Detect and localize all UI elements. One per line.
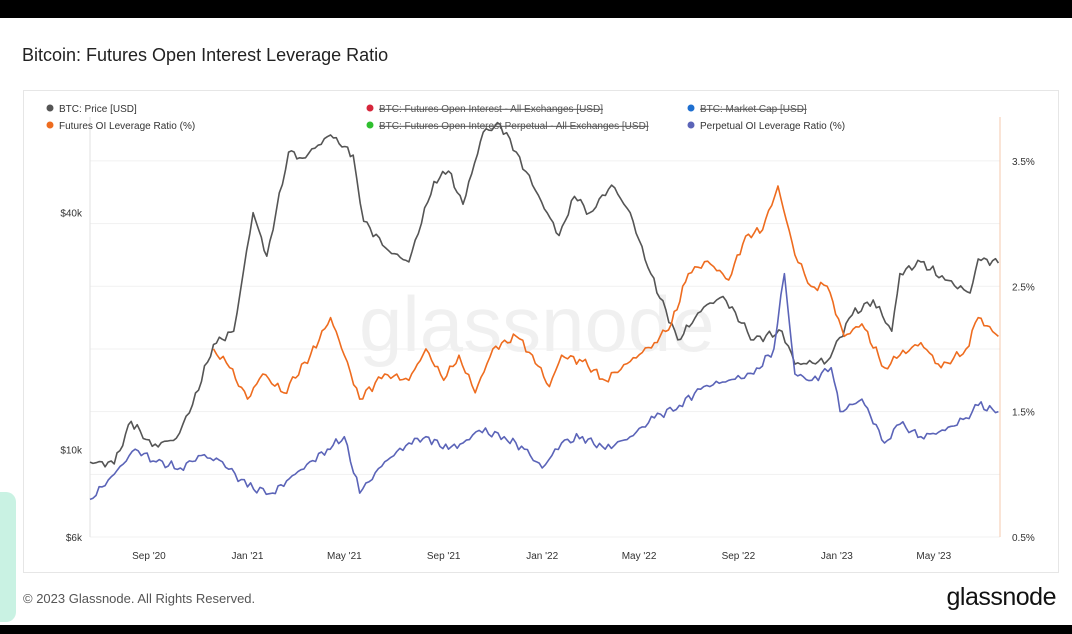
x-tick-label: May '22 bbox=[622, 551, 657, 562]
x-tick-label: Sep '20 bbox=[132, 551, 166, 562]
x-tick-label: Sep '21 bbox=[427, 551, 461, 562]
x-tick-label: Sep '22 bbox=[722, 551, 756, 562]
chart: glassnode 0.5% 1.5% 2.5% 3.5% $6k $10k $40k Sep… bbox=[46, 104, 1035, 562]
bottom-bar bbox=[0, 625, 1072, 634]
series-line bbox=[212, 185, 999, 400]
x-tick-label: Jan '21 bbox=[231, 551, 263, 562]
copyright-footer: © 2023 Glassnode. All Rights Reserved. bbox=[23, 591, 256, 606]
y-right-tick-label: 3.5% bbox=[1012, 157, 1035, 168]
x-tick-label: May '21 bbox=[327, 551, 362, 562]
y-left-tick-label: $10k bbox=[60, 446, 83, 457]
x-tick-label: Jan '23 bbox=[821, 551, 853, 562]
y-left-tick-label: $40k bbox=[60, 209, 83, 220]
legend-label: BTC: Market Cap [USD] bbox=[700, 104, 807, 115]
top-bar bbox=[0, 0, 1072, 18]
y-right-tick-label: 1.5% bbox=[1012, 408, 1035, 419]
legend-label: BTC: Futures Open Interest - All Exchang… bbox=[379, 104, 603, 115]
watermark: glassnode bbox=[359, 280, 715, 368]
series-line bbox=[89, 121, 1000, 468]
legend-label: Futures OI Leverage Ratio (%) bbox=[59, 121, 195, 132]
y-right-tick-label: 0.5% bbox=[1012, 533, 1035, 544]
legend-marker bbox=[46, 121, 54, 129]
legend-marker bbox=[687, 121, 695, 129]
page-title: Bitcoin: Futures Open Interest Leverage … bbox=[22, 45, 389, 65]
brand-logo: glassnode bbox=[946, 583, 1057, 611]
legend-marker bbox=[46, 104, 54, 112]
legend-label: Perpetual OI Leverage Ratio (%) bbox=[700, 121, 845, 132]
legend-label: BTC: Price [USD] bbox=[59, 104, 137, 115]
side-tab[interactable] bbox=[0, 492, 16, 622]
legend-marker bbox=[366, 104, 374, 112]
series-line bbox=[89, 272, 999, 501]
legend-label: BTC: Futures Open Interest Perpetual - A… bbox=[379, 121, 649, 132]
x-tick-label: Jan '22 bbox=[526, 551, 558, 562]
legend-marker bbox=[687, 104, 695, 112]
y-left-tick-label: $6k bbox=[66, 533, 83, 544]
y-right-tick-label: 2.5% bbox=[1012, 282, 1035, 293]
legend-marker bbox=[366, 121, 374, 129]
x-tick-label: May '23 bbox=[916, 551, 951, 562]
chart-panel: glassnode 0.5% 1.5% 2.5% 3.5% $6k $10k $40k Sep… bbox=[23, 90, 1059, 573]
